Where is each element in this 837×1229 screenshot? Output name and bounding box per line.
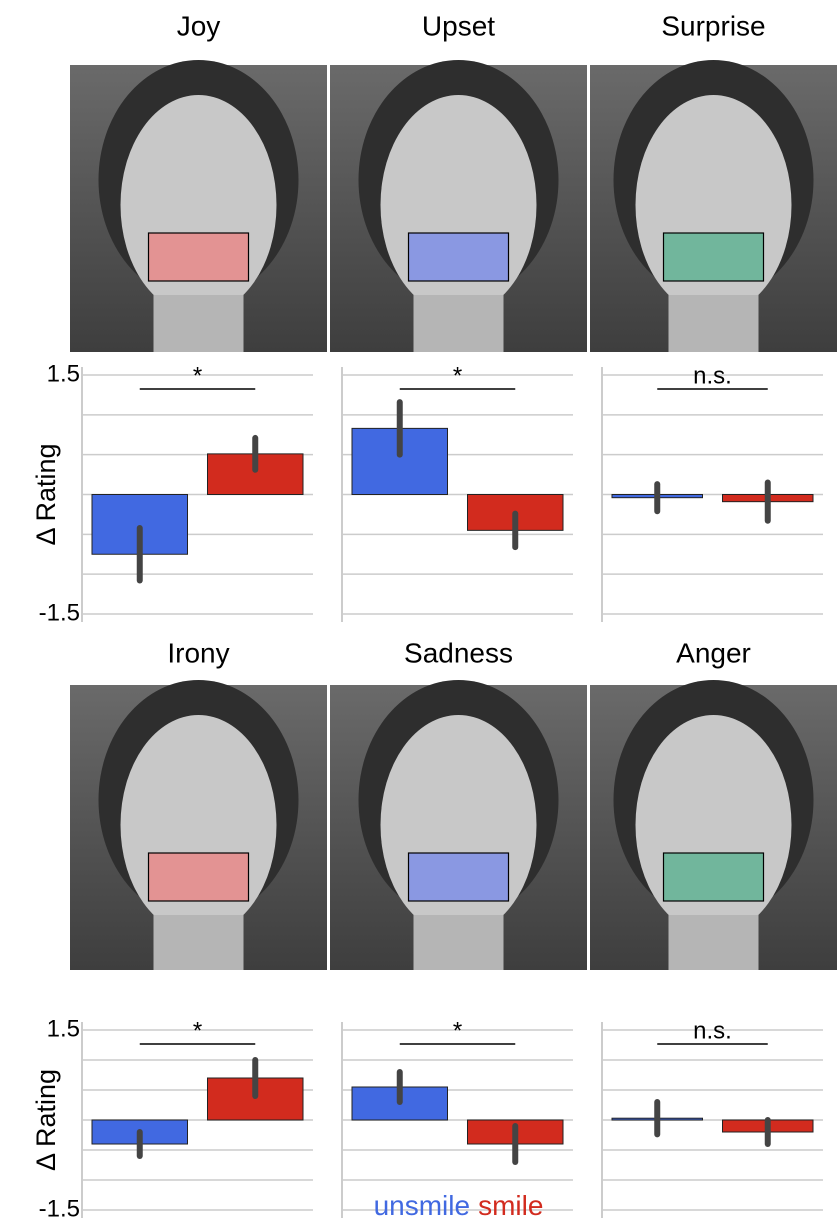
legend-entry: smile: [478, 1190, 543, 1221]
panel-title: Joy: [177, 10, 221, 41]
significance-label: *: [453, 362, 462, 389]
photo-neck: [668, 295, 759, 352]
photo-face: [635, 95, 792, 315]
panel-title: Irony: [167, 637, 229, 668]
y-axis-label: Δ Rating: [31, 1069, 61, 1171]
photo-face: [380, 715, 537, 935]
panel-title: Upset: [422, 10, 495, 41]
photo-neck: [413, 295, 504, 352]
y-axis-label: Δ Rating: [31, 443, 61, 545]
legend-entry: unsmile: [374, 1190, 470, 1221]
mouth-box: [662, 232, 765, 282]
photo-neck: [413, 915, 504, 970]
mouth-box: [407, 852, 510, 902]
significance-label: *: [193, 362, 202, 389]
panel-title: Sadness: [404, 637, 513, 668]
photo-face: [380, 95, 537, 315]
panel-title: Surprise: [661, 10, 765, 41]
panel-title: Anger: [676, 637, 751, 668]
significance-label: *: [193, 1017, 202, 1044]
y-tick-label: -1.5: [39, 1195, 80, 1222]
significance-label: n.s.: [693, 1017, 732, 1044]
y-tick-label: -1.5: [39, 599, 80, 626]
y-tick-label: 1.5: [47, 360, 80, 387]
mouth-box: [662, 852, 765, 902]
mouth-box: [147, 852, 250, 902]
photo-neck: [153, 295, 244, 352]
photo-neck: [668, 915, 759, 970]
significance-label: *: [453, 1017, 462, 1044]
mouth-box: [147, 232, 250, 282]
mouth-box: [407, 232, 510, 282]
legend: unsmile smile: [374, 1190, 544, 1221]
significance-label: n.s.: [693, 362, 732, 389]
photo-neck: [153, 915, 244, 970]
photo-face: [120, 715, 277, 935]
photo-face: [635, 715, 792, 935]
photo-face: [120, 95, 277, 315]
y-tick-label: 1.5: [47, 1015, 80, 1042]
